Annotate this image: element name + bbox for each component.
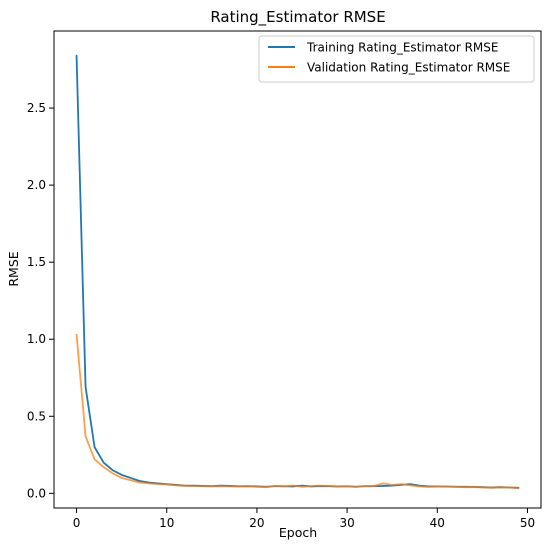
training-rmse-line [75,54,520,489]
chart-title: Rating_Estimator RMSE [210,8,385,27]
legend-label-training: Training Rating_Estimator RMSE [306,41,498,55]
legend-box [258,35,535,83]
plot-area [75,54,520,490]
y-axis: 0.0 0.5 1.0 1.5 2.0 2.5 [27,101,54,500]
x-tick-label: 0 [73,516,81,530]
x-tick-label: 20 [249,516,264,530]
legend-label-validation: Validation Rating_Estimator RMSE [307,61,510,75]
y-tick-label: 2.5 [27,101,46,115]
y-tick-label: 1.0 [27,332,46,346]
legend: Training Rating_Estimator RMSE Validatio… [258,35,535,83]
plot-frame [53,30,542,509]
x-tick-label: 50 [520,516,535,530]
x-tick-label: 40 [430,516,445,530]
x-axis-label: Epoch [279,525,317,540]
y-tick-label: 1.5 [27,255,46,269]
y-tick-label: 0.5 [27,409,46,423]
x-tick-label: 10 [159,516,174,530]
y-axis-label: RMSE [6,251,21,286]
series-layer [75,54,520,490]
y-tick-label: 0.0 [27,486,46,500]
x-axis: 0 10 20 30 40 50 [73,508,535,530]
validation-rmse-line [75,333,520,490]
y-tick-label: 2.0 [27,178,46,192]
x-tick-label: 30 [339,516,354,530]
